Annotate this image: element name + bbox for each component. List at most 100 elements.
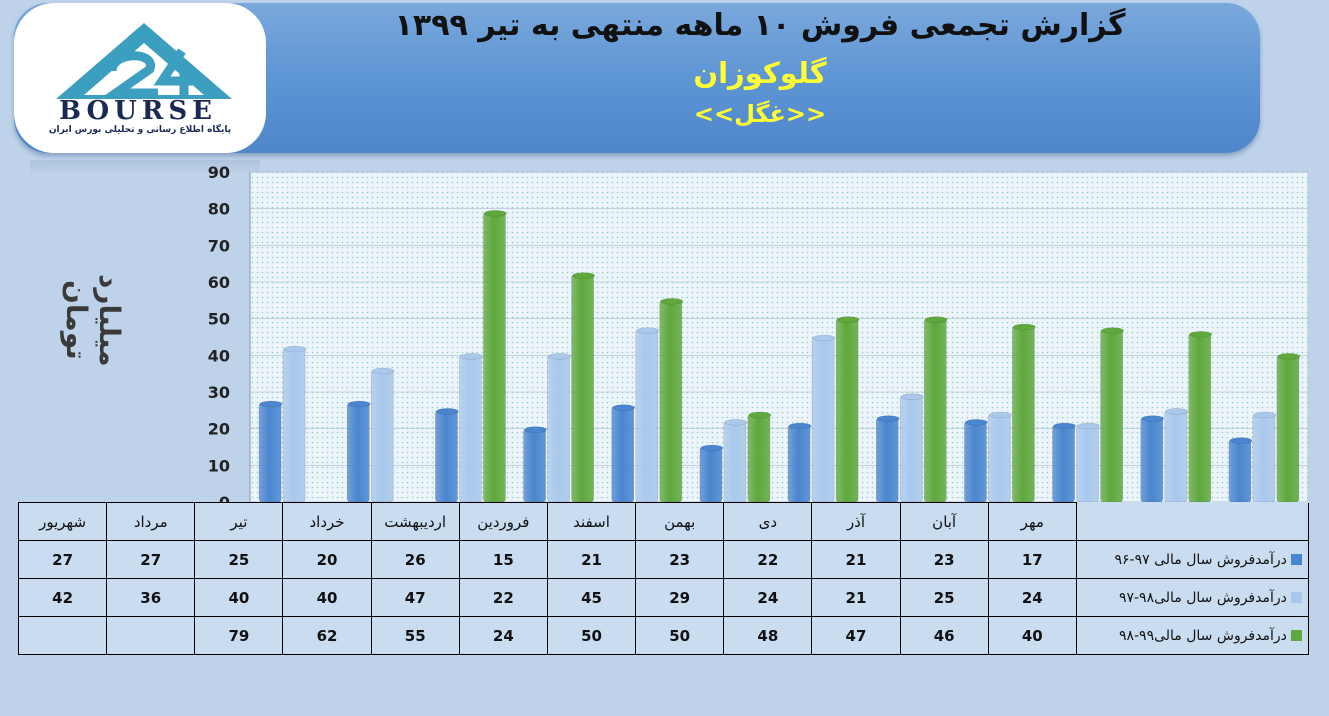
bar-cap [836,316,860,323]
data-label: 23 [635,540,725,579]
data-label: 47 [370,578,460,617]
y-tick-label: 70 [208,236,230,255]
data-label: 79 [194,616,284,655]
data-table: شهریور مرداد تیر خرداد اردیبهشت فروردین اسفند ب… [17,502,1309,655]
bar [1052,424,1075,503]
bar-cap [924,316,948,323]
bar [811,336,835,503]
bar [1076,424,1099,503]
bar [571,274,594,503]
bar [258,402,282,503]
bar [699,446,723,503]
data-label: 20 [282,540,372,579]
y-axis-label: میلیارد تومان [60,273,126,367]
ticker-symbol: <<غگل>> [693,100,827,128]
series-row: 79 62 55 24 50 50 48 47 46 40 درآمدفروش سال مالی۹۹… [17,616,1309,655]
bar [723,421,747,503]
data-label: 36 [106,578,196,617]
category-label: اسفند [546,502,637,541]
category-label: فروردین [458,502,548,541]
bar-cap [524,426,547,433]
y-tick-label: 40 [208,346,230,365]
y-tick-label: 30 [208,383,230,402]
bar [1164,410,1188,503]
bar-cap [724,419,748,426]
bar-cap [259,400,283,408]
bar-cap [1229,437,1253,444]
category-label: خرداد [282,502,372,541]
legend-swatch-icon [1290,630,1302,641]
data-label: 22 [723,540,813,579]
bar-cap [436,408,459,415]
data-label [106,616,196,655]
category-label: شهریور [17,502,108,541]
bar [899,395,923,503]
bar-cap [548,353,571,360]
bar [835,318,859,503]
bar [1228,439,1252,503]
category-label: مهر [987,502,1077,541]
bar [923,318,947,503]
bar-cap [460,353,483,360]
data-label: 25 [194,540,284,579]
data-label: 50 [546,616,637,655]
bar-cap [748,411,772,419]
logo-tagline: پایگاه اطلاع رسانی و تحلیلی بورس ایران [48,125,232,135]
bourse-24-logo-icon [56,23,232,99]
bar [547,355,570,503]
data-label: 48 [723,616,813,655]
data-label: 55 [370,616,460,655]
data-label: 26 [370,540,460,579]
company-name: گلوکوزان [693,56,827,90]
legend-label: درآمدفروش سال مالی ۹۷-۹۶ [1114,551,1287,568]
data-label: 62 [282,616,372,655]
data-label: 50 [635,616,725,655]
y-tick-label: 20 [208,420,230,439]
data-label: 24 [458,616,548,655]
logo-reflection [30,160,260,176]
data-label: 27 [106,540,196,579]
data-label: 40 [282,578,372,617]
legend-entry: درآمدفروش سال مالی۹۹-۹۸ [1075,616,1309,655]
chart-title: گزارش تجمعی فروش ۱۰ ماهه منتهی به تیر ۱۳… [394,8,1126,43]
legend-label: درآمدفروش سال مالی۹۹-۹۸ [1118,627,1287,644]
bar [459,355,482,503]
bar-cap [989,411,1012,419]
bar [875,417,899,503]
category-label: مرداد [106,502,196,541]
bar-cap [1077,422,1100,430]
data-label: 15 [458,540,548,579]
bar-cap [1165,408,1189,415]
logo-wordmark: BOURSE [59,96,217,126]
bar [346,402,370,503]
bar-cap [965,419,988,426]
bar-cap [572,272,595,279]
y-tick-label: 90 [208,163,230,182]
bar-cap [812,334,836,342]
bar-cap [484,210,507,217]
bar [282,347,306,503]
bar [1140,417,1164,503]
bar-cap [1101,327,1124,334]
bar-cap [1141,415,1165,422]
bar [964,421,987,503]
legend-swatch-icon [1290,554,1302,565]
bar-cap [1277,353,1301,360]
bar-cap [1053,422,1076,430]
data-label [17,616,108,655]
bar-cap [636,327,660,334]
category-label: اردیبهشت [370,502,460,541]
bar [787,424,811,503]
bar-cap [347,400,371,408]
data-label: 40 [194,578,284,617]
table-corner [1076,502,1309,541]
bar [659,300,683,503]
y-tick-label: 10 [208,456,230,475]
data-label: 21 [811,540,901,579]
data-label: 17 [987,540,1077,579]
category-label: تیر [194,502,284,541]
bar-cap [1189,331,1213,338]
bar-cap [371,367,395,375]
data-label: 23 [899,540,989,579]
legend-entry: درآمدفروش سال مالی ۹۷-۹۶ [1075,540,1309,579]
